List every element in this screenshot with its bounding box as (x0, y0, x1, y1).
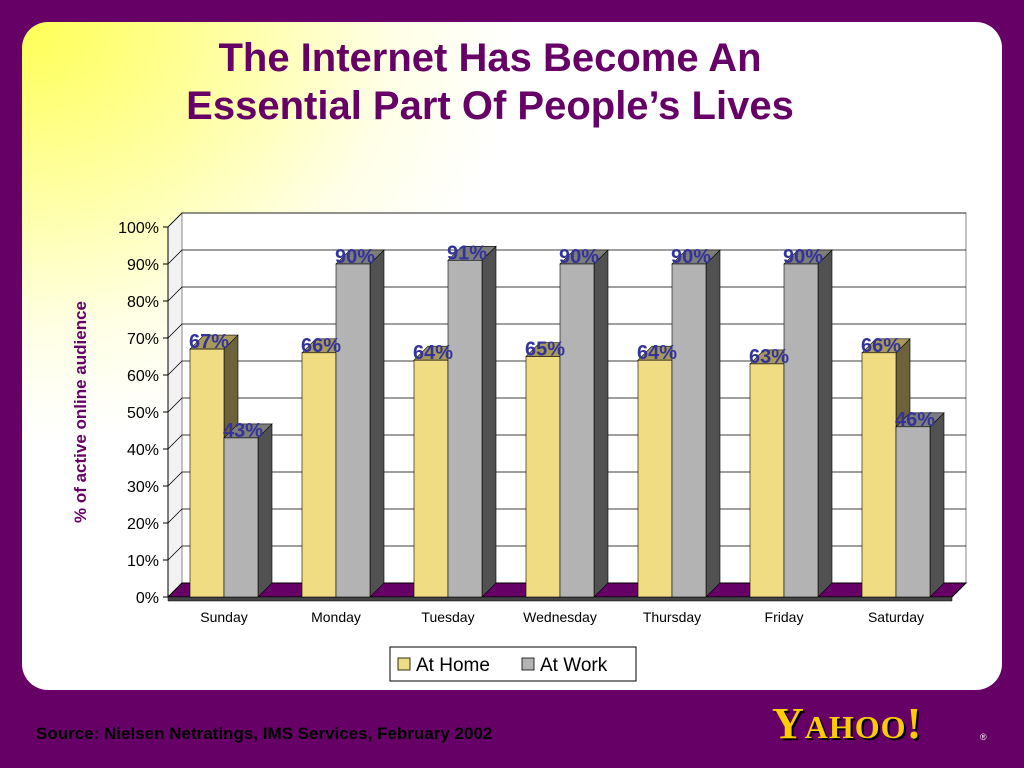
x-tick-label: Monday (311, 609, 361, 625)
y-tick-label: 90% (127, 257, 159, 274)
bar-front (749, 363, 785, 598)
bar-front (189, 348, 225, 598)
data-label: 64% (637, 342, 677, 364)
slide-title: The Internet Has Become An Essential Par… (0, 34, 980, 130)
yahoo-logo: YAHOO! (772, 699, 923, 748)
bar-front (895, 426, 931, 598)
data-label: 46% (895, 409, 935, 431)
data-label: 90% (783, 246, 823, 268)
x-tick-labels: Sunday Monday Tuesday Wednesday Thursday Frid… (200, 609, 924, 625)
bar-front (413, 359, 449, 598)
bars (189, 245, 945, 598)
x-tick-label: Wednesday (523, 609, 597, 625)
y-tick-label: 30% (127, 479, 159, 496)
data-label: 91% (447, 242, 487, 264)
bar-at-work-thursday (671, 249, 721, 598)
bar-front (637, 359, 673, 598)
legend-label: At Work (540, 655, 608, 676)
legend-box (389, 646, 637, 682)
data-label: 65% (525, 339, 565, 361)
y-tick-label: 60% (127, 368, 159, 385)
x-tick-label: Friday (765, 609, 804, 625)
bar-side (705, 249, 721, 598)
bar-side (257, 423, 273, 598)
bar-side (593, 249, 609, 598)
bar-side (817, 249, 833, 598)
data-label: 43% (223, 420, 263, 442)
gridline (167, 212, 966, 228)
y-tick-label: 40% (127, 442, 159, 459)
data-label: 66% (301, 335, 341, 357)
y-tick-label: 80% (127, 294, 159, 311)
legend-swatch (521, 657, 535, 671)
bar-front (447, 259, 483, 598)
bar-front (525, 356, 561, 598)
bar-at-work-tuesday (447, 245, 497, 598)
legend-swatch (397, 657, 411, 671)
legend-item-at-work: At Work (521, 655, 608, 676)
bar-at-work-sunday (223, 423, 273, 598)
y-axis-label: % of active online audience (71, 301, 90, 523)
title-line-1: The Internet Has Become An (218, 36, 762, 80)
bar-front (783, 263, 819, 598)
y-tick-labels: 0% 10% 20% 30% 40% 50% 60% 70% 80% 90% 100% (118, 220, 159, 607)
data-labels: 67% 43% 66% 90% 64% 91% 65% 90% 64% 90% 63% 90% 66% 4… (189, 242, 935, 442)
title-line-2: Essential Part Of People’s Lives (186, 84, 794, 128)
data-label: 64% (413, 342, 453, 364)
data-label: 63% (749, 346, 789, 368)
legend-item-at-home: At Home (397, 655, 490, 676)
y-tick-label: 50% (127, 405, 159, 422)
bar-front (223, 437, 259, 598)
bar-front (671, 263, 707, 598)
y-tick-label: 0% (136, 590, 159, 607)
bar-at-work-monday (335, 249, 385, 598)
y-tick-label: 100% (118, 220, 159, 237)
y-tick-label: 20% (127, 516, 159, 533)
bar-side (929, 412, 945, 598)
x-tick-label: Sunday (200, 609, 247, 625)
data-label: 90% (559, 246, 599, 268)
bar-side (481, 245, 497, 598)
data-label: 67% (189, 331, 229, 353)
bar-front (861, 352, 897, 598)
bar-front (335, 263, 371, 598)
registered-mark: ® (980, 732, 987, 742)
y-tick-label: 10% (127, 553, 159, 570)
data-label: 90% (335, 246, 375, 268)
bar-at-work-saturday (895, 412, 945, 598)
data-label: 66% (861, 335, 901, 357)
bar-at-work-friday (783, 249, 833, 598)
source-caption: Source: Nielsen Netratings, IMS Services… (36, 724, 493, 743)
y-tick-label: 70% (127, 331, 159, 348)
x-tick-label: Saturday (868, 609, 924, 625)
legend-label: At Home (416, 655, 490, 676)
bar-front (301, 352, 337, 598)
legend: At Home At Work (389, 646, 637, 682)
x-tick-label: Tuesday (421, 609, 474, 625)
data-label: 90% (671, 246, 711, 268)
logo-panel (716, 690, 1024, 768)
floor-front-edge (167, 596, 953, 602)
bar-side (369, 249, 385, 598)
bar-front (559, 263, 595, 598)
bar-at-work-wednesday (559, 249, 609, 598)
x-tick-label: Thursday (643, 609, 701, 625)
